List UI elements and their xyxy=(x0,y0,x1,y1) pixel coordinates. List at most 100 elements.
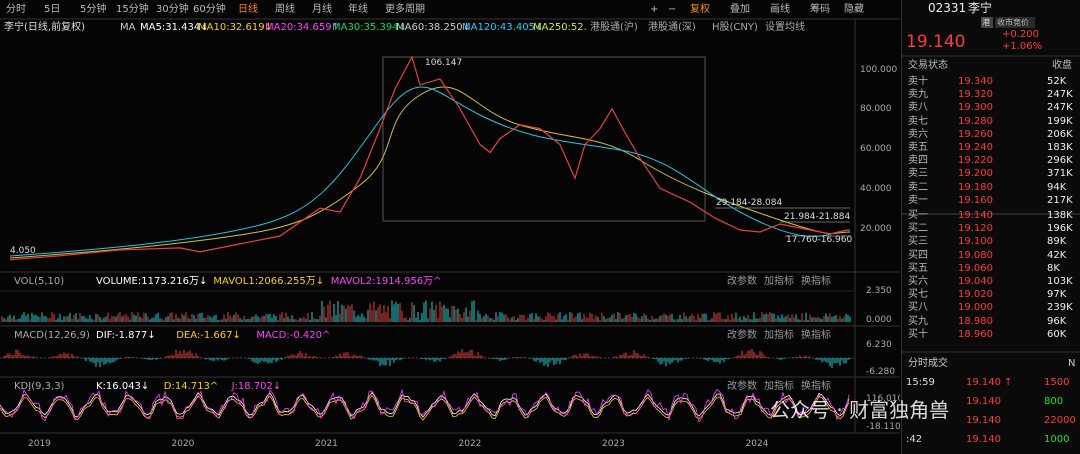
book-label: 卖四 xyxy=(908,155,928,167)
book-label: 买一 xyxy=(908,210,928,221)
year-label: 2020 xyxy=(171,439,195,449)
tab-period[interactable]: 年线 xyxy=(348,4,368,15)
annotation: 106.147 xyxy=(425,58,463,68)
book-price: 19.220 xyxy=(958,155,993,167)
tab-period[interactable]: 月线 xyxy=(312,4,332,15)
decor xyxy=(0,394,850,421)
tool-indicator[interactable]: 改参数 xyxy=(727,381,757,392)
book-price: 19.020 xyxy=(958,289,993,301)
book-price: 19.060 xyxy=(958,262,993,274)
ma-value: MA20:34.659↑ xyxy=(265,22,340,33)
book-volume: 89K xyxy=(1047,236,1067,248)
link[interactable]: 设置均线 xyxy=(765,22,805,34)
trade-price: 19.140 xyxy=(966,396,1001,407)
link[interactable]: H股(CNY) xyxy=(712,22,758,34)
price-axis-label: 40.000 xyxy=(860,184,892,194)
tab-period[interactable]: 5分钟 xyxy=(80,4,107,15)
book-volume: 97K xyxy=(1047,289,1067,301)
tab-period[interactable]: 周线 xyxy=(275,4,295,15)
book-volume: 199K xyxy=(1047,115,1073,127)
book-header: 交易状态 xyxy=(908,60,948,71)
tool-indicator[interactable]: 换指标 xyxy=(801,276,831,287)
tool-button[interactable]: 叠加 xyxy=(730,4,750,15)
panel-axis-label: -6.280 xyxy=(866,367,896,377)
link[interactable]: 港股通(沪) xyxy=(590,22,638,34)
book-label: 卖一 xyxy=(908,194,928,206)
book-label: 买九 xyxy=(908,315,928,327)
book-price: 19.340 xyxy=(958,76,993,87)
book-volume: 52K xyxy=(1047,76,1067,87)
decor xyxy=(0,391,850,418)
book-volume: 103K xyxy=(1047,276,1073,287)
tool-indicator[interactable]: 换指标 xyxy=(801,381,831,392)
book-price: 19.320 xyxy=(958,89,993,101)
price-axis-label: 20.000 xyxy=(860,224,892,234)
indicator-value: DIF:-1.877↓ xyxy=(96,330,156,341)
panel-name: MACD(12,26,9) xyxy=(14,330,90,341)
book-price: 19.260 xyxy=(958,128,993,140)
price-axis-label: 80.000 xyxy=(860,104,892,114)
book-volume: 217K xyxy=(1047,194,1073,206)
tab-period[interactable]: 更多周期 xyxy=(385,4,425,15)
market-badge: 港 xyxy=(982,18,990,27)
tab-period[interactable]: 日线 xyxy=(238,4,258,15)
book-price: 19.240 xyxy=(958,142,993,153)
indicator-value: DEA:-1.667↓ xyxy=(176,330,241,341)
indicator-value: VOLUME:1173.216万↓ xyxy=(96,276,208,287)
tool-indicator[interactable]: 加指标 xyxy=(764,381,794,392)
trade-arrow: ↑ xyxy=(1004,377,1013,388)
tool-indicator[interactable]: 换指标 xyxy=(801,330,831,341)
book-volume: 8K xyxy=(1047,262,1060,274)
tool-button[interactable]: − xyxy=(668,4,677,15)
trades-more: N xyxy=(1068,358,1076,369)
tool-button[interactable]: 隐藏 xyxy=(844,4,864,15)
price-axis-label: 60.000 xyxy=(860,144,892,154)
trade-price: 19.140 xyxy=(966,377,1001,388)
trades-title: 分时成交 xyxy=(908,358,948,369)
tool-button[interactable]: 画线 xyxy=(770,4,790,15)
link[interactable]: 港股通(深) xyxy=(648,22,696,34)
book-volume: 96K xyxy=(1047,315,1067,327)
book-volume: 138K xyxy=(1047,210,1073,221)
watermark: 公众号 · 财富独角兽 xyxy=(770,398,950,422)
tool-indicator[interactable]: 改参数 xyxy=(727,330,757,341)
book-label: 卖三 xyxy=(908,168,928,180)
tool-indicator[interactable]: 改参数 xyxy=(727,276,757,287)
book-label: 买三 xyxy=(908,236,928,248)
book-volume: 371K xyxy=(1047,168,1073,180)
book-label: 卖五 xyxy=(908,142,928,153)
book-price: 19.120 xyxy=(958,223,993,235)
year-label: 2022 xyxy=(458,439,482,449)
change: +0.200 xyxy=(1002,29,1040,40)
tool-button[interactable]: + xyxy=(650,4,659,15)
book-price: 19.080 xyxy=(958,249,993,261)
book-volume: 206K xyxy=(1047,128,1073,140)
tool-button[interactable]: 复权 xyxy=(690,4,710,15)
tab-period[interactable]: 5日 xyxy=(44,4,61,15)
ma-value: MA60:38.250↓ xyxy=(396,22,471,33)
book-price: 19.040 xyxy=(958,276,993,287)
panel-axis-label: 0.000 xyxy=(866,315,892,325)
book-label: 买四 xyxy=(908,249,928,261)
tab-period[interactable]: 15分钟 xyxy=(116,4,149,15)
book-price: 19.000 xyxy=(958,302,993,314)
tool-indicator[interactable]: 加指标 xyxy=(764,330,794,341)
book-price: 18.960 xyxy=(958,328,993,340)
book-label: 买六 xyxy=(908,276,928,287)
annotation: 17.760-16.960 xyxy=(786,235,853,245)
trade-time: 15:59 xyxy=(906,377,935,388)
trade-volume: 800 xyxy=(1044,396,1064,407)
ma-value: MA30:35.394↓ xyxy=(332,22,407,33)
book-label: 卖六 xyxy=(908,128,928,140)
tab-period[interactable]: 30分钟 xyxy=(156,4,189,15)
trade-volume: 1000 xyxy=(1044,434,1070,445)
panel-axis-label: 6.230 xyxy=(866,340,892,350)
last-price: 19.140 xyxy=(906,32,966,52)
tab-period[interactable]: 60分钟 xyxy=(193,4,226,15)
book-price: 19.280 xyxy=(958,115,993,127)
tab-period[interactable]: 分时 xyxy=(6,4,26,15)
tool-button[interactable]: 筹码 xyxy=(810,4,830,15)
annotation: 21.984-21.884 xyxy=(784,212,851,222)
tool-indicator[interactable]: 加指标 xyxy=(764,276,794,287)
panel-lines xyxy=(902,17,1080,353)
